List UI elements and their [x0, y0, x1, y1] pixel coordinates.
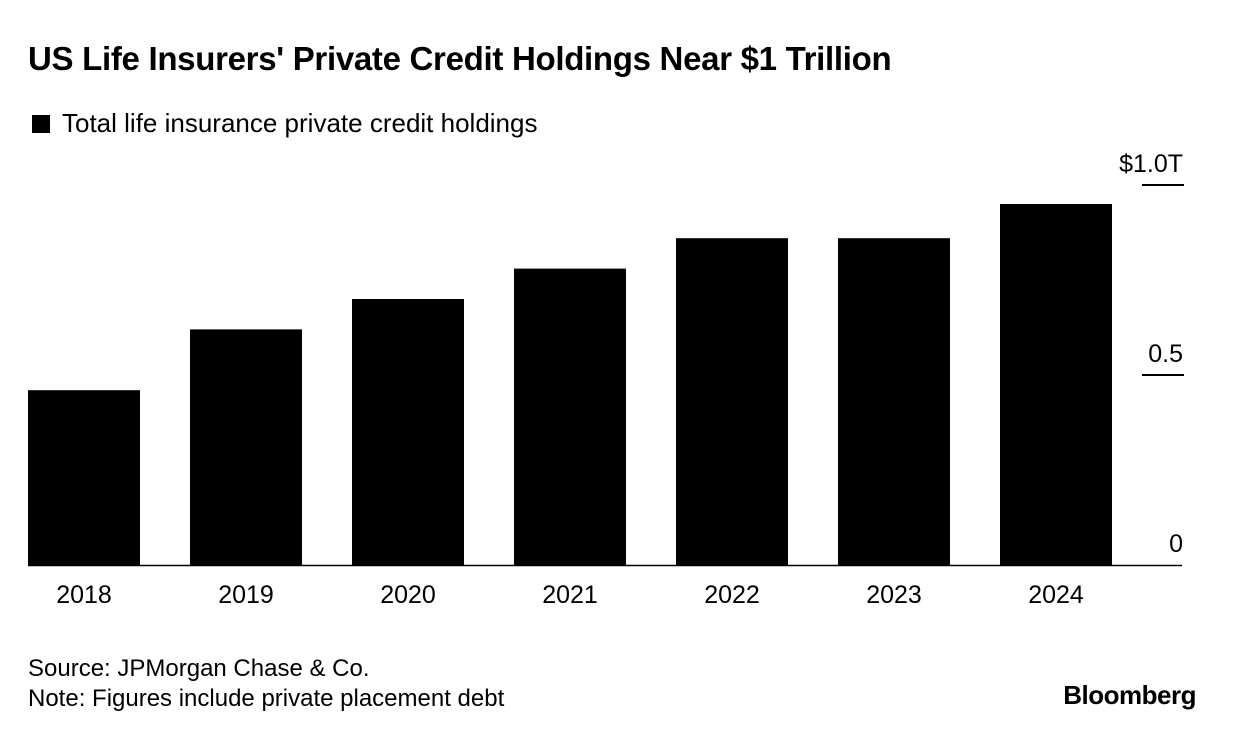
bar-2022	[676, 238, 788, 565]
y-tick-label: 0	[1169, 530, 1183, 558]
y-tick-label: 0.5	[1148, 340, 1183, 368]
x-tick-label: 2020	[380, 581, 436, 609]
chart-title: US Life Insurers' Private Credit Holding…	[28, 40, 892, 77]
x-tick-label: 2021	[542, 581, 598, 609]
x-tick-label: 2019	[218, 581, 274, 609]
bar-2019	[190, 329, 302, 565]
x-tick-label: 2023	[866, 581, 922, 609]
bar-2018	[28, 390, 140, 565]
x-tick-label: 2018	[56, 581, 112, 609]
bar-2020	[352, 299, 464, 565]
y-tick-label: $1.0T	[1119, 150, 1183, 178]
legend-swatch	[32, 114, 50, 133]
bloomberg-logo: Bloomberg	[1063, 680, 1196, 710]
source-text: Source: JPMorgan Chase & Co.	[28, 655, 370, 682]
x-tick-label: 2024	[1028, 581, 1084, 609]
legend: Total life insurance private credit hold…	[32, 108, 537, 139]
note-text: Note: Figures include private placement …	[28, 685, 505, 712]
bar-2024	[1000, 204, 1112, 565]
bar-2023	[838, 238, 950, 565]
x-tick-label: 2022	[704, 581, 760, 609]
bar-2021	[514, 268, 626, 565]
legend-label: Total life insurance private credit hold…	[62, 108, 538, 138]
